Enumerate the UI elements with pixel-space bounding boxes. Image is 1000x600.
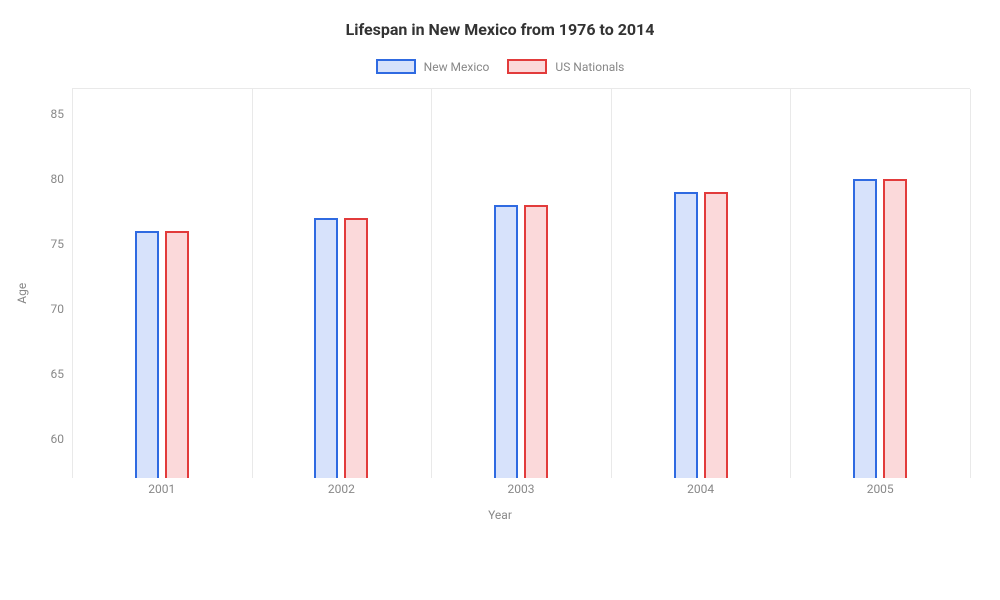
bar-group [494, 205, 548, 478]
grid-line [790, 89, 791, 478]
plot [72, 88, 970, 478]
y-tick: 80 [51, 172, 65, 186]
legend-swatch [507, 59, 547, 74]
bar [524, 205, 548, 478]
chart-title: Lifespan in New Mexico from 1976 to 2014 [30, 20, 970, 39]
y-axis-label: Age [15, 283, 29, 304]
bar [494, 205, 518, 478]
x-tick: 2005 [867, 482, 894, 496]
bar [883, 179, 907, 478]
bar [344, 218, 368, 478]
legend-item-1: US Nationals [507, 59, 624, 74]
bar [135, 231, 159, 478]
legend-swatch [376, 59, 416, 74]
y-tick: 75 [51, 237, 65, 251]
bar-group [135, 231, 189, 478]
y-tick: 60 [51, 432, 65, 446]
x-tick: 2003 [508, 482, 535, 496]
legend-label: US Nationals [555, 60, 624, 74]
legend: New Mexico US Nationals [30, 59, 970, 74]
grid-line [72, 89, 73, 478]
bar [674, 192, 698, 478]
bar-group [853, 179, 907, 478]
y-tick: 85 [51, 107, 65, 121]
plot-area: Age 606570758085 20012002200320042005 Ye… [30, 88, 970, 518]
bar [165, 231, 189, 478]
x-tick: 2001 [148, 482, 175, 496]
bar-group [674, 192, 728, 478]
y-tick: 70 [51, 302, 65, 316]
bar-group [314, 218, 368, 478]
bar [853, 179, 877, 478]
x-axis-label: Year [488, 508, 512, 522]
grid-line [611, 89, 612, 478]
bar [704, 192, 728, 478]
legend-label: New Mexico [424, 60, 490, 74]
grid-line [252, 89, 253, 478]
legend-item-0: New Mexico [376, 59, 490, 74]
x-tick: 2002 [328, 482, 355, 496]
grid-line [431, 89, 432, 478]
y-ticks: 60 65 70 75 80 85 [30, 88, 72, 478]
y-tick: 65 [51, 367, 65, 381]
x-tick: 2004 [687, 482, 714, 496]
x-ticks: 2001 2002 2003 2004 2005 [72, 482, 970, 502]
chart-container: Lifespan in New Mexico from 1976 to 2014… [0, 0, 1000, 600]
grid-line [970, 89, 971, 478]
bar [314, 218, 338, 478]
